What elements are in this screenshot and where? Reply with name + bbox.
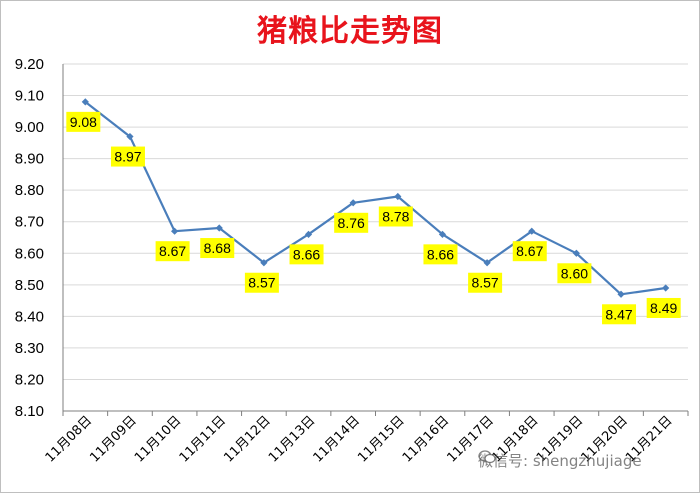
x-tick-label: 11月09日 xyxy=(87,413,139,465)
data-point xyxy=(662,284,670,292)
data-label: 8.97 xyxy=(114,149,141,165)
x-tick-label: 11月16日 xyxy=(400,413,452,465)
data-label: 8.47 xyxy=(605,306,632,322)
data-point xyxy=(171,227,179,235)
x-tick-label: 11月08日 xyxy=(43,413,95,465)
data-label: 8.67 xyxy=(159,243,186,259)
y-tick-label: 8.40 xyxy=(15,308,44,325)
data-point xyxy=(483,259,491,267)
data-point xyxy=(438,230,447,238)
data-point xyxy=(617,290,625,298)
y-tick-label: 9.10 xyxy=(15,88,44,105)
data-label-bg xyxy=(200,238,235,259)
y-tick-label: 8.10 xyxy=(15,403,44,420)
data-point xyxy=(81,98,89,106)
data-label-bg xyxy=(602,304,637,325)
data-label-bg xyxy=(66,111,101,132)
data-label-bg xyxy=(378,206,413,227)
data-label: 8.60 xyxy=(561,265,588,281)
data-label-bg xyxy=(512,241,547,262)
data-label-bg xyxy=(289,244,324,265)
y-tick-label: 8.80 xyxy=(15,182,44,199)
data-point xyxy=(572,249,580,257)
data-label: 8.67 xyxy=(516,243,543,259)
x-tick-label: 11月10日 xyxy=(132,413,184,465)
data-label: 9.08 xyxy=(70,114,97,130)
watermark: 微信号: shengzhujiage xyxy=(478,450,642,471)
data-label: 8.57 xyxy=(471,275,498,291)
data-point xyxy=(260,259,268,267)
data-label: 8.57 xyxy=(248,275,275,291)
x-tick-label: 11月11日 xyxy=(177,413,229,465)
data-label: 8.49 xyxy=(650,300,677,316)
y-tick-label: 8.20 xyxy=(15,371,44,388)
data-label: 8.66 xyxy=(427,246,454,262)
chart-title: 猪粮比走势图 xyxy=(257,14,443,49)
x-tick-label: 11月14日 xyxy=(311,413,363,465)
data-point xyxy=(394,192,402,201)
data-label-bg xyxy=(557,263,592,284)
data-label: 8.76 xyxy=(338,215,365,231)
data-label-bg xyxy=(155,241,190,262)
y-tick-label: 8.90 xyxy=(15,151,44,168)
y-tick-label: 9.00 xyxy=(15,119,44,136)
data-label: 8.66 xyxy=(293,246,320,262)
data-label: 8.78 xyxy=(382,208,409,224)
y-tick-label: 8.60 xyxy=(15,245,44,262)
data-label: 8.68 xyxy=(204,240,231,256)
data-point xyxy=(215,224,223,232)
data-label-bg xyxy=(468,272,503,293)
series-line xyxy=(84,101,666,296)
x-tick-label: 11月13日 xyxy=(266,413,318,465)
wechat-icon xyxy=(478,450,496,464)
x-tick-label: 11月12日 xyxy=(221,413,273,465)
data-label-bg xyxy=(646,297,681,318)
data-point xyxy=(528,227,536,235)
data-label-bg xyxy=(334,212,369,233)
data-point xyxy=(126,132,134,141)
data-label-bg xyxy=(110,146,145,167)
y-tick-label: 9.20 xyxy=(15,56,44,73)
watermark-text: 微信号: shengzhujiage xyxy=(478,452,642,470)
y-tick-label: 8.30 xyxy=(15,340,44,357)
data-point xyxy=(349,199,357,207)
data-point xyxy=(304,230,313,238)
y-tick-label: 8.70 xyxy=(15,214,44,231)
data-label-bg xyxy=(244,272,279,293)
y-tick-label: 8.50 xyxy=(15,277,44,294)
data-label-bg xyxy=(423,244,458,265)
x-tick-label: 11月15日 xyxy=(355,413,407,465)
